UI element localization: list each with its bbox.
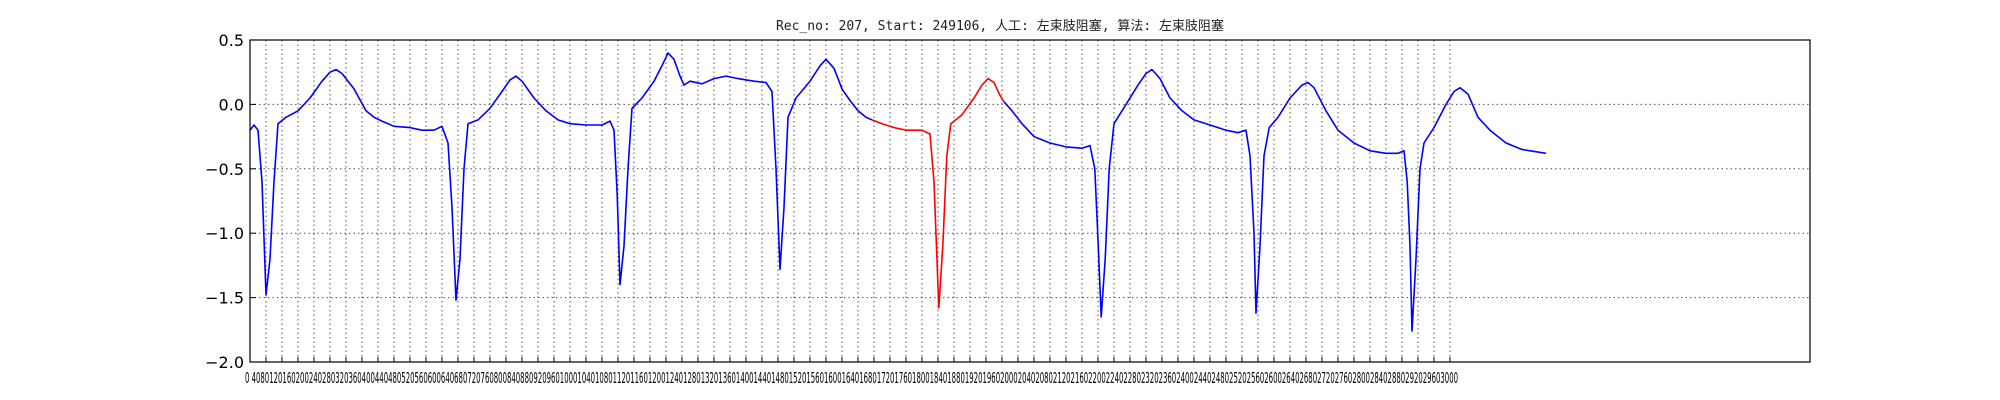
- y-tick-label: −1.0: [205, 224, 244, 243]
- y-tick-label: −0.5: [205, 160, 244, 179]
- y-tick-label: 0.0: [219, 95, 244, 114]
- y-tick-label: 0.5: [219, 31, 244, 50]
- series-line: [1003, 68, 1547, 332]
- series-line-highlight: [871, 77, 1005, 309]
- y-tick-label: −2.0: [205, 353, 244, 372]
- x-axis: 0 40801201602002402803203604004404805205…: [245, 357, 1458, 387]
- series-line: [249, 52, 873, 302]
- y-axis: 0.5 0.0 −0.5 −1.0 −1.5 −2.0: [205, 31, 256, 372]
- y-tick-label: −1.5: [205, 289, 244, 308]
- x-tick-labels: 0 40801201602002402803203604004404805205…: [245, 369, 1458, 387]
- series-group: [249, 52, 1547, 332]
- chart-title: Rec_no: 207, Start: 249106, 人工: 左束肢阻塞, 算…: [776, 18, 1224, 34]
- grid-lines: [249, 39, 1810, 363]
- plot-frame: [249, 39, 1811, 363]
